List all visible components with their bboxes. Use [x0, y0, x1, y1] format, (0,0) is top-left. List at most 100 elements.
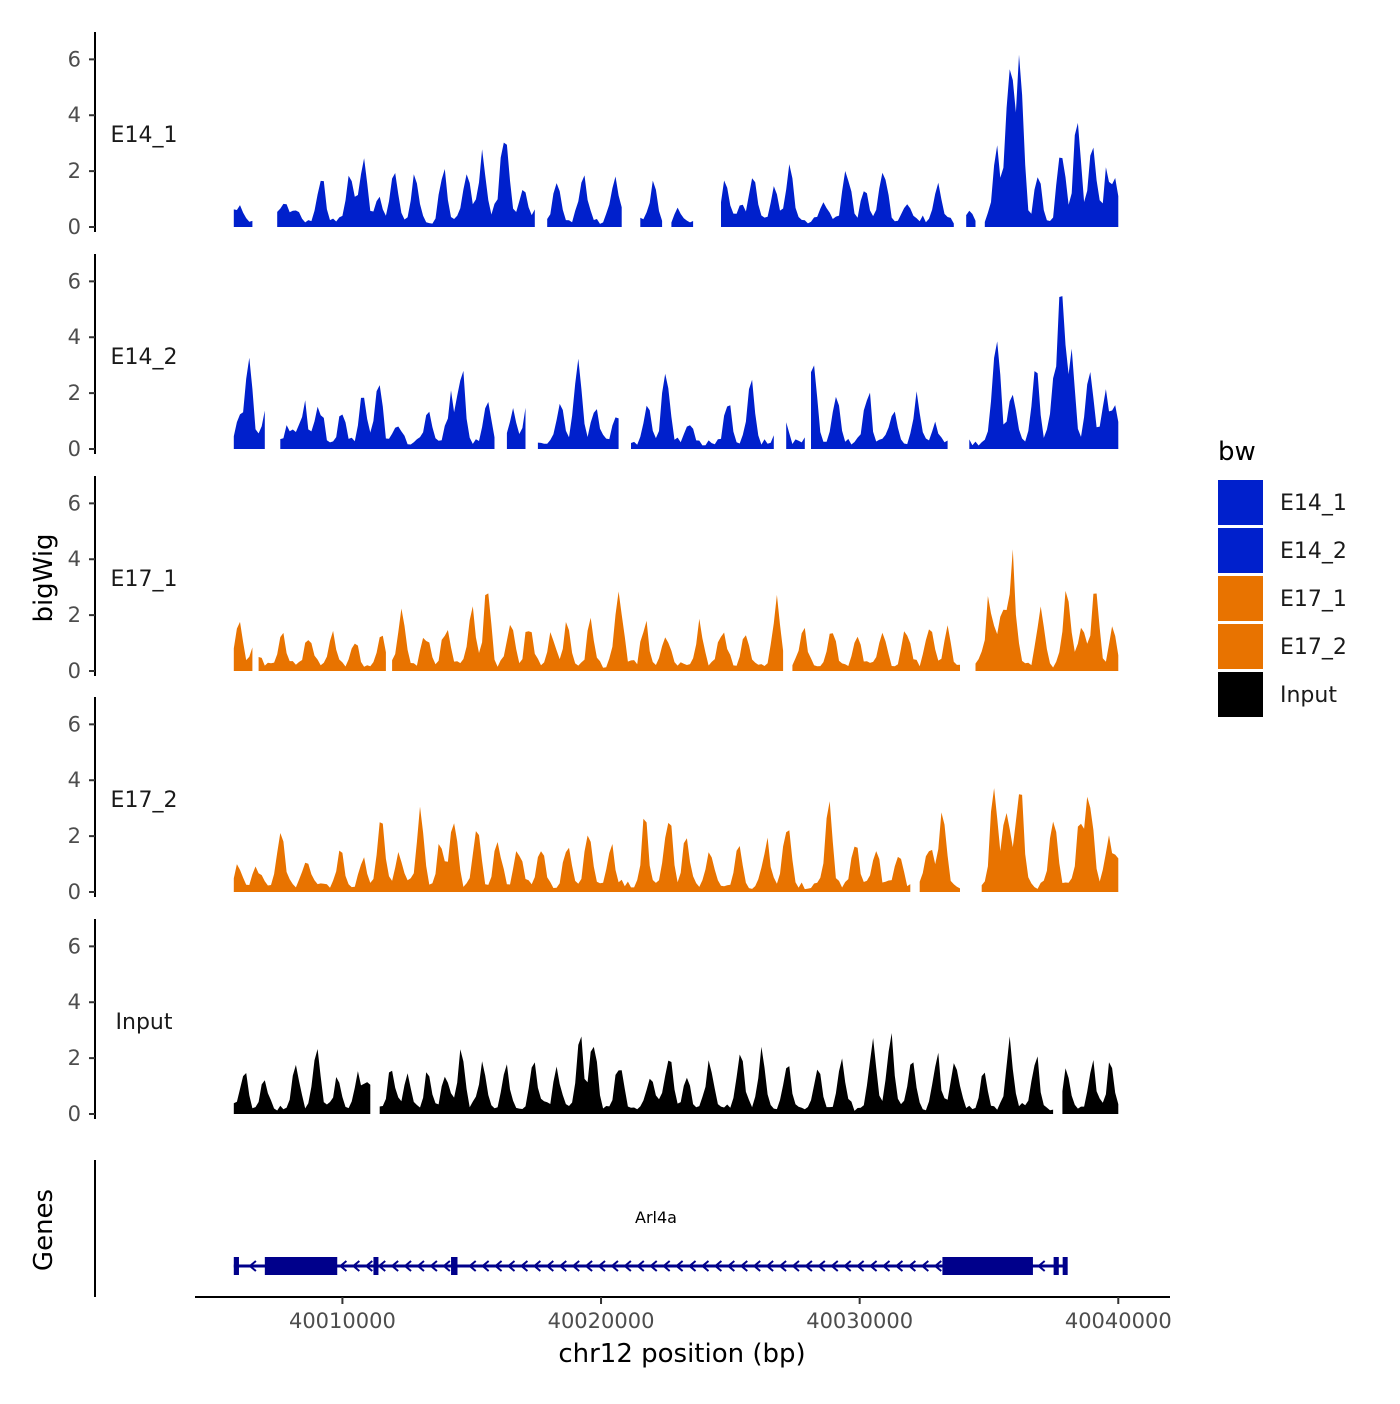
gene-strand-chevron	[494, 1260, 503, 1272]
track-label: Input	[116, 1010, 173, 1035]
y-tick-label: 4	[68, 768, 81, 792]
gene-strand-chevron	[907, 1260, 917, 1272]
gene-strand-chevron	[468, 1260, 477, 1272]
y-tick-label: 6	[68, 47, 81, 71]
y-tick-label: 0	[68, 215, 81, 239]
signal-area-E14_1	[721, 164, 954, 227]
signal-area-E14_2	[631, 373, 774, 449]
signal-area-E17_1	[975, 549, 1119, 671]
gene-strand-chevron	[869, 1260, 878, 1272]
legend-swatch-Input	[1218, 672, 1263, 717]
y-tick-label: 2	[68, 603, 81, 627]
legend-label-E17_2: E17_2	[1280, 635, 1347, 660]
signal-area-E17_2	[233, 801, 911, 892]
y-tick-label: 0	[68, 880, 81, 904]
gene-strand-chevron	[597, 1260, 606, 1272]
gene-strand-chevron	[791, 1260, 800, 1272]
track-label: E14_1	[111, 123, 178, 148]
gene-strand-chevron	[765, 1260, 774, 1272]
gene-strand-chevron	[636, 1260, 645, 1272]
legend-swatch-E14_2	[1218, 528, 1263, 573]
gene-strand-chevron	[545, 1260, 554, 1272]
signal-area-E14_1	[966, 210, 976, 227]
signal-area-E17_2	[919, 812, 960, 892]
tracks-group: 0 2 4 6 E14_1 0 2 4 6 E14_2 0 2 4 6 E17_1 0 2 4 6 E17_2 0 2 4 6…	[68, 32, 1119, 1126]
gene-strand-chevron	[856, 1260, 865, 1272]
gene-strand-chevron	[817, 1260, 826, 1272]
legend-swatch-E14_1	[1218, 480, 1263, 525]
gene-strand-chevron	[403, 1260, 412, 1272]
signal-area-E17_1	[233, 621, 253, 671]
y-tick-label: 4	[68, 990, 81, 1014]
legend-swatch-E17_2	[1218, 624, 1263, 669]
track-label: E17_2	[111, 788, 178, 813]
track-E17_2: 0 2 4 6 E17_2	[68, 697, 1119, 904]
y-tick-label: 6	[68, 934, 81, 958]
gene-strand-chevron	[532, 1260, 542, 1272]
gene-strand-chevron	[623, 1260, 632, 1272]
signal-area-Input	[1062, 1060, 1119, 1114]
gene-exon	[373, 1257, 379, 1275]
gene-strand-chevron	[713, 1260, 723, 1272]
gene-strand-chevron	[920, 1260, 929, 1272]
signal-area-E14_2	[537, 358, 619, 449]
track-E14_2: 0 2 4 6 E14_2	[68, 254, 1119, 461]
gene-exon	[1062, 1257, 1068, 1275]
gene-strand-chevron	[610, 1260, 619, 1272]
y-tick-label: 2	[68, 824, 81, 848]
gene-strand-chevron	[894, 1260, 904, 1272]
signal-area-E14_1	[233, 205, 253, 227]
gene-strand-chevron	[248, 1260, 257, 1272]
y-tick-label: 4	[68, 547, 81, 571]
gene-name-label: Arl4a	[635, 1208, 677, 1227]
gene-strand-chevron	[752, 1260, 761, 1272]
gene-strand-chevron	[351, 1260, 360, 1272]
x-tick-label: 40020000	[548, 1309, 655, 1333]
gene-strand-chevron	[506, 1260, 516, 1272]
gene-strand-chevron	[1037, 1260, 1046, 1272]
y-tick-label: 0	[68, 1102, 81, 1126]
signal-area-E14_2	[786, 422, 805, 449]
track-E14_1: 0 2 4 6 E14_1	[68, 32, 1119, 239]
signal-area-Input	[379, 1033, 1054, 1114]
gene-strand-chevron	[675, 1260, 684, 1272]
gene-strand-chevron	[739, 1260, 748, 1272]
gene-exon	[264, 1257, 338, 1275]
legend-label-E17_1: E17_1	[1280, 587, 1347, 612]
y-tick-label: 6	[68, 269, 81, 293]
signal-area-E14_2	[811, 365, 948, 449]
gene-strand-chevron	[649, 1260, 658, 1272]
gene-strand-chevron	[726, 1260, 735, 1272]
gene-strand-chevron	[662, 1260, 671, 1272]
gene-strand-chevron	[933, 1260, 942, 1272]
gene-strand-chevron	[700, 1260, 710, 1272]
gene-exon	[942, 1257, 1033, 1275]
gene-strand-chevron	[416, 1260, 425, 1272]
signal-area-E14_1	[547, 175, 622, 227]
signal-area-E14_1	[640, 180, 663, 227]
x-axis-title: chr12 position (bp)	[558, 1339, 805, 1369]
track-label: E17_1	[111, 567, 178, 592]
gene-exon	[233, 1257, 239, 1275]
signal-area-E17_1	[392, 591, 784, 671]
gene-strand-chevron	[481, 1260, 490, 1272]
genes-track: Arl4a	[94, 1160, 1068, 1297]
gene-strand-chevron	[429, 1260, 438, 1272]
signal-area-E14_1	[984, 54, 1119, 228]
gene-strand-chevron	[558, 1260, 567, 1272]
y-tick-label: 6	[68, 712, 81, 736]
track-label: E14_2	[111, 345, 178, 370]
y-tick-label: 2	[68, 1046, 81, 1070]
y-tick-label: 0	[68, 659, 81, 683]
x-tick-label: 40030000	[806, 1309, 913, 1333]
legend-swatch-E17_1	[1218, 576, 1263, 621]
legend-title: bw	[1218, 437, 1256, 467]
legend-label-Input: Input	[1280, 683, 1337, 708]
gene-strand-chevron	[830, 1260, 839, 1272]
x-tick-label: 40010000	[289, 1309, 396, 1333]
y-tick-label: 2	[68, 381, 81, 405]
gene-strand-chevron	[804, 1260, 813, 1272]
signal-area-E17_1	[258, 630, 386, 671]
